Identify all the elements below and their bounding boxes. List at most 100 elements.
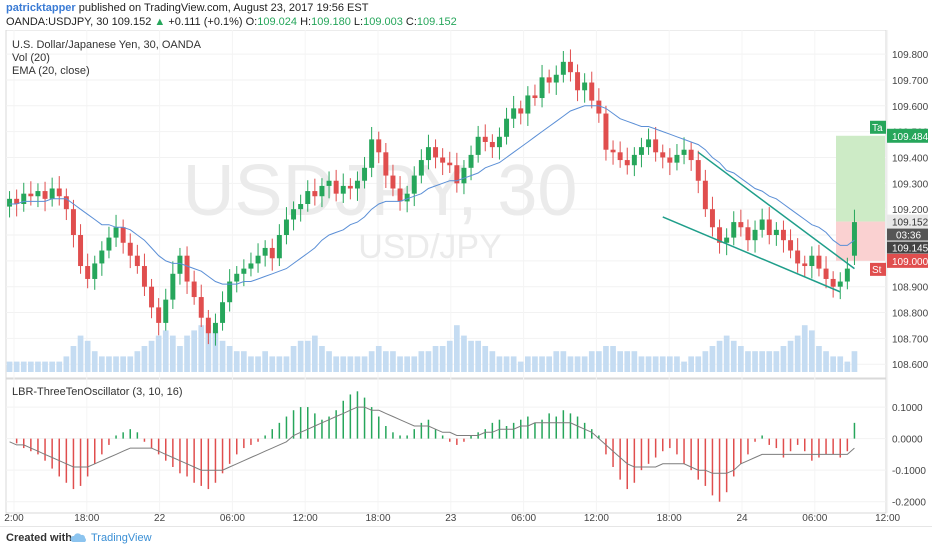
volume-bar (780, 346, 787, 372)
volume-bar (375, 346, 382, 372)
volume-bar (482, 346, 489, 372)
candle-body (340, 185, 346, 194)
countdown-tag: 03:36 (896, 231, 921, 242)
candle-body (567, 61, 573, 73)
candle-body (560, 61, 566, 75)
candle-body (149, 286, 155, 308)
candle-body (624, 160, 630, 166)
volume-bar (709, 346, 716, 372)
volume-bar (49, 361, 55, 372)
volume-bar (588, 351, 595, 372)
symbol-name: OANDA:USDJPY, 30 (6, 16, 109, 28)
trendline-upper[interactable] (697, 151, 855, 270)
volume-bar (596, 351, 602, 372)
volume-bar (397, 356, 403, 372)
candle-body (234, 273, 240, 282)
legend-volume[interactable]: Vol (20) (12, 52, 50, 64)
oscillator-pane[interactable] (5, 378, 887, 514)
volume-bar (319, 346, 325, 372)
volume-bar (752, 351, 758, 372)
candle-body (724, 237, 730, 243)
volume-bar (255, 356, 261, 372)
author-name[interactable]: patricktapper (6, 2, 76, 14)
volume-bar (560, 351, 567, 372)
candle-body (7, 198, 13, 207)
candle-body (425, 147, 431, 161)
candle-body (269, 247, 275, 259)
candle-body (454, 165, 460, 184)
volume-bar (439, 346, 446, 372)
low-label: L: (353, 16, 364, 28)
candle-body (397, 188, 403, 202)
volume-bar (809, 330, 815, 372)
volume-bar (702, 351, 709, 372)
price-axis[interactable]: 109.800109.700109.600109.500109.400109.3… (892, 50, 929, 371)
volume-bar (63, 356, 70, 372)
candle-body (468, 154, 474, 168)
volume-bar (184, 335, 190, 372)
volume-bar (20, 361, 27, 372)
volume-bar (269, 356, 276, 372)
created-with-text: Created with (6, 532, 73, 544)
candle-body (511, 108, 517, 119)
volume-bar (659, 356, 666, 372)
volume-bar (333, 356, 339, 372)
volume-bar (510, 356, 517, 372)
time-tick-label: 24 (736, 513, 748, 524)
candle-body (99, 250, 105, 264)
legend-symbol[interactable]: U.S. Dollar/Japanese Yen, 30, OANDA (12, 39, 202, 51)
candle-body (78, 235, 84, 267)
candle-body (127, 242, 133, 256)
candle-body (305, 191, 311, 204)
candle-body (717, 227, 723, 243)
candle-body (56, 188, 62, 197)
volume-bar (134, 351, 141, 372)
candle-body (283, 219, 289, 236)
candle-body (837, 281, 843, 287)
candle-body (830, 278, 836, 287)
volume-bar (340, 356, 347, 372)
candlesticks (7, 49, 857, 346)
price-pane[interactable] (5, 30, 887, 379)
candle-body (773, 229, 779, 236)
target-price-tag-bg (887, 128, 928, 143)
legend-oscillator[interactable]: LBR-ThreeTenOscillator (3, 10, 16) (12, 386, 183, 398)
open-label: O: (245, 16, 258, 28)
legend-ema[interactable]: EMA (20, close) (12, 65, 90, 77)
candle-body (156, 307, 162, 323)
last-price-tag: 109.152 (892, 218, 929, 229)
candle-body (85, 266, 91, 279)
stop-label: St (872, 265, 882, 276)
volume-bar (283, 356, 290, 372)
volume-bars (6, 325, 858, 372)
oscillator-tick-label: -0.2000 (892, 498, 926, 509)
oscillator-axis[interactable]: 0.1000 0.0000 -0.1000 -0.2000 (892, 403, 926, 509)
volume-bar (801, 325, 808, 372)
high-label: H: (300, 16, 312, 28)
stop-loss-zone[interactable] (836, 221, 885, 261)
volume-bar (198, 325, 205, 372)
candle-body (42, 191, 48, 199)
candle-body (212, 322, 218, 334)
time-tick-label: 18:00 (657, 513, 682, 524)
volume-bar (667, 356, 673, 372)
take-profit-zone[interactable] (836, 135, 885, 222)
volume-bar (191, 330, 197, 372)
volume-bar (688, 356, 694, 372)
time-tick-label: 12:00 (584, 513, 609, 524)
chart-canvas[interactable]: USDJPY, 30 USD/JPY 109.800 109.700 109.600… (0, 30, 932, 526)
candle-body (255, 255, 261, 264)
volume-bar (446, 340, 453, 372)
tradingview-link[interactable]: TradingView (91, 532, 152, 544)
time-tick-label: 23 (445, 513, 457, 524)
volume-bar (13, 361, 20, 372)
volume-bar (624, 351, 631, 372)
candle-body (745, 227, 751, 241)
candle-body (809, 255, 815, 267)
candle-body (603, 113, 609, 150)
candle-body (816, 255, 822, 269)
time-axis[interactable]: 2:00 18:00 22 06:00 12:00 18:00 23 06:00 12:00 18… (4, 513, 900, 524)
price-tick-label: 108.700 (892, 334, 929, 345)
trendline-lower[interactable] (662, 216, 841, 293)
volume-bar (390, 351, 396, 372)
